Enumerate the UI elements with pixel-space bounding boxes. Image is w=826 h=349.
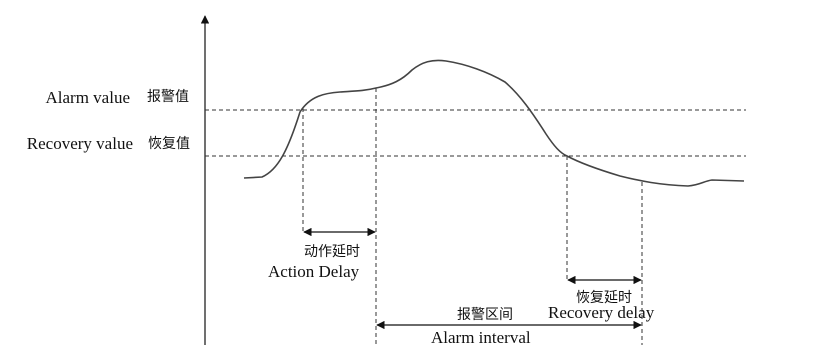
action-delay-label-en: Action Delay (268, 262, 360, 281)
alarm-value-label-zh: 报警值 (147, 89, 189, 105)
alarm-interval-label-zh: 报警区间 (457, 307, 513, 323)
alarm-value-label-en: Alarm value (46, 88, 131, 107)
alarm-interval-label-en: Alarm interval (431, 328, 531, 347)
signal-curve (243, 59, 745, 187)
recovery-delay-label-zh: 恢复延时 (576, 289, 632, 306)
recovery-delay-label-en: Recovery delay (548, 303, 655, 322)
action-delay-label-zh: 动作延时 (304, 244, 360, 260)
recovery-value-label-zh: 恢复值 (148, 135, 190, 152)
recovery-value-label-en: Recovery value (27, 134, 133, 153)
